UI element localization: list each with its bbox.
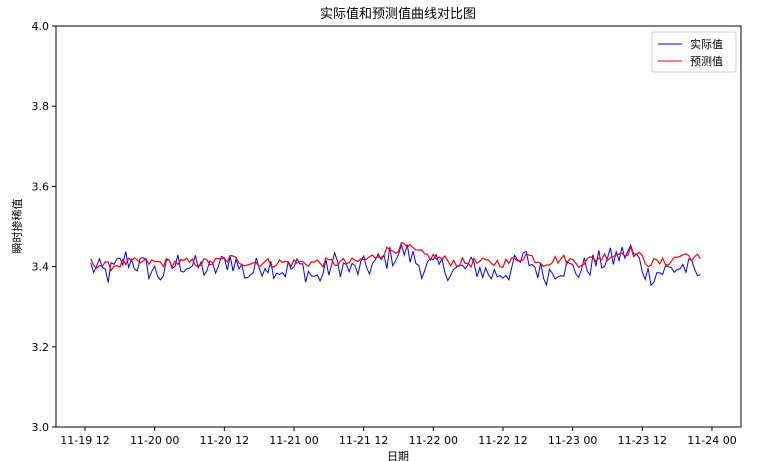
- y-axis: 3.0 3.2 3.4 3.6 3.8 4.0: [32, 20, 56, 434]
- x-axis: 11-19 12 11-20 00 11-20 12 11-21 00 11-21 12…: [60, 427, 737, 447]
- y-tick-label: 3.6: [32, 180, 50, 193]
- series-layer: [90, 241, 701, 287]
- chart-title: 实际值和预测值曲线对比图: [320, 6, 476, 22]
- legend: 实际值 预测值: [651, 31, 737, 73]
- x-tick-label: 11-22 12: [478, 434, 527, 447]
- plot-frame: [55, 25, 742, 428]
- y-axis-label: 瞬时掺稀值: [10, 199, 24, 254]
- y-tick-label: 3.4: [32, 261, 50, 274]
- x-tick-label: 11-23 00: [548, 434, 597, 447]
- legend-label-predicted: 预测值: [690, 55, 723, 68]
- series-line-predicted: [90, 241, 701, 272]
- x-tick-label: 11-20 12: [200, 434, 249, 447]
- x-tick-label: 11-19 12: [60, 434, 109, 447]
- x-axis-label: 日期: [387, 450, 409, 461]
- legend-label-actual: 实际值: [690, 37, 723, 51]
- x-tick-label: 11-21 12: [339, 434, 388, 447]
- x-tick-label: 11-23 12: [618, 434, 667, 447]
- x-tick-label: 11-24 00: [687, 434, 736, 447]
- y-tick-label: 3.2: [32, 341, 50, 354]
- legend-box: [651, 31, 737, 73]
- x-tick-label: 11-20 00: [130, 434, 179, 447]
- y-tick-label: 3.0: [32, 421, 50, 434]
- x-tick-label: 11-21 00: [269, 434, 318, 447]
- y-tick-label: 4.0: [32, 20, 50, 33]
- y-tick-label: 3.8: [32, 100, 50, 113]
- series-line-actual: [90, 242, 701, 287]
- x-tick-label: 11-22 00: [409, 434, 458, 447]
